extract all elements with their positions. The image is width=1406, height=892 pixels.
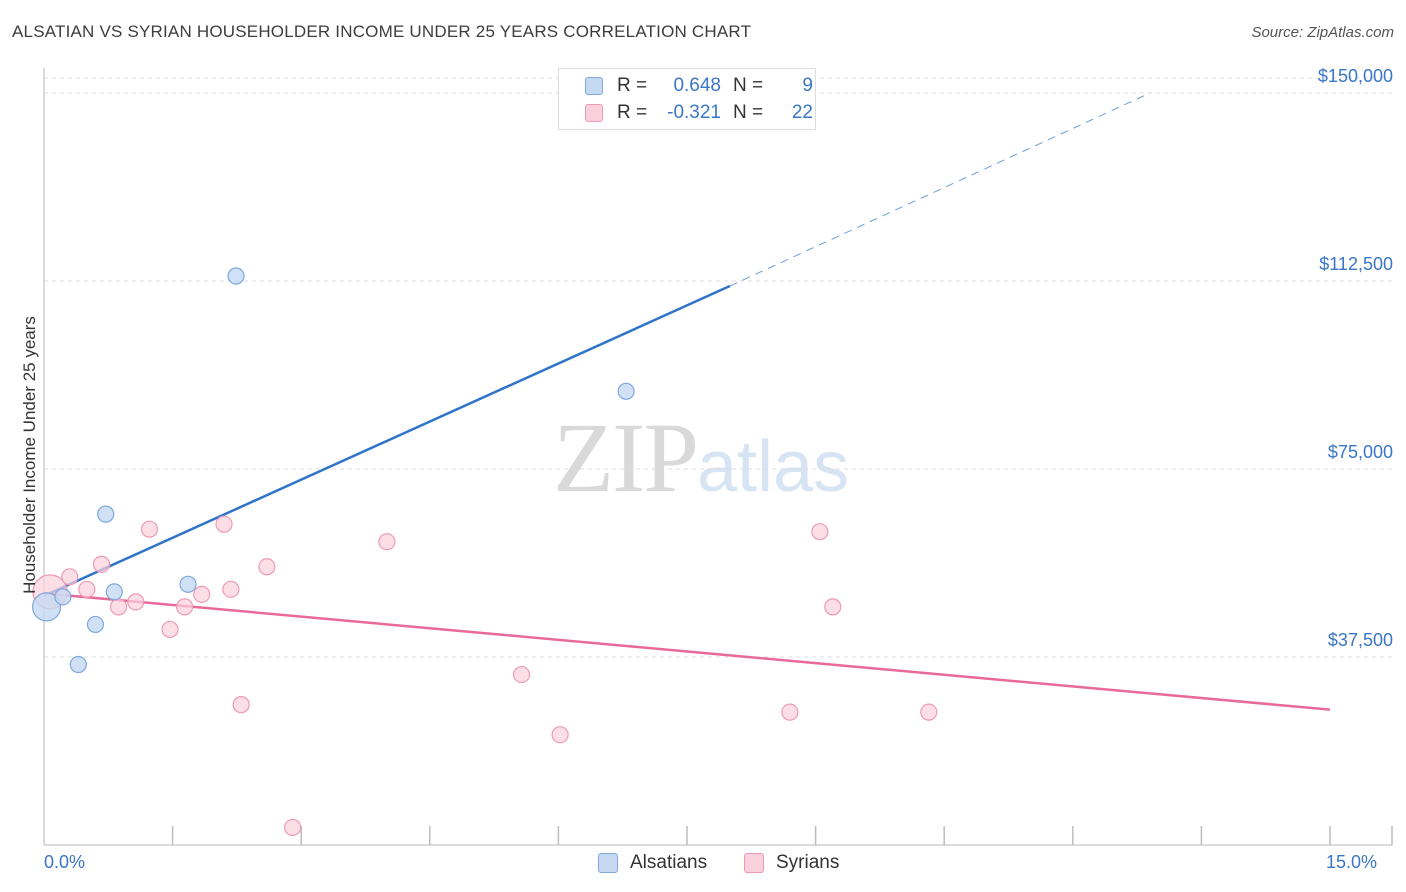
data-point-alsatians	[31, 592, 62, 622]
data-point-syrians	[109, 598, 128, 616]
axes	[43, 68, 1393, 846]
grid-lines	[44, 77, 1392, 658]
legend-n-value: 22	[791, 102, 813, 123]
x-tick-label-min: 0.0%	[44, 852, 86, 872]
correlation-legend: R = 0.648 N = 9 R = -0.321 N = 22	[558, 68, 816, 130]
legend-n-label: N =	[733, 75, 764, 96]
data-point-syrians	[61, 568, 79, 586]
y-tick-label: $112,500	[1319, 254, 1393, 275]
data-point-syrians	[161, 620, 179, 639]
data-point-alsatians	[105, 583, 123, 601]
data-point-syrians	[258, 558, 276, 576]
data-point-alsatians	[97, 505, 115, 523]
data-point-syrians	[215, 515, 233, 533]
series-label-syrians: Syrians	[776, 852, 840, 873]
data-point-alsatians	[86, 615, 105, 634]
trend-line-alsatians	[43, 284, 731, 597]
trend-line-alsatians-extension	[729, 92, 1151, 287]
data-point-syrians	[232, 696, 250, 714]
data-point-syrians	[140, 520, 159, 538]
series-legend-syrians[interactable]: Syrians	[744, 852, 839, 874]
y-tick-label: $150,000	[1317, 66, 1393, 87]
trend-lines	[43, 92, 1331, 711]
watermark-zip: ZIP	[553, 402, 699, 513]
data-point-alsatians	[617, 382, 635, 400]
legend-r-label: R =	[617, 102, 648, 123]
legend-swatch-syrians	[585, 104, 603, 122]
series-legend: Alsatians Syrians	[0, 852, 1406, 878]
data-point-syrians	[551, 726, 569, 744]
trend-line-syrians	[43, 592, 1331, 711]
data-point-alsatians	[69, 655, 87, 674]
data-point-syrians	[78, 580, 96, 598]
data-point-syrians	[176, 598, 194, 616]
data-point-syrians	[222, 580, 240, 598]
legend-n-label: N =	[733, 102, 764, 123]
data-point-syrians	[378, 533, 396, 551]
data-point-syrians	[92, 555, 111, 573]
series-legend-alsatians[interactable]: Alsatians	[598, 852, 707, 874]
series-swatch-alsatians	[598, 853, 618, 873]
data-point-alsatians	[54, 588, 72, 606]
legend-r-label: R =	[617, 75, 648, 96]
y-axis-title: Householder Income Under 25 years	[20, 316, 39, 594]
watermark-atlas: atlas	[697, 427, 850, 507]
x-tick-label-max: 15.0%	[1326, 852, 1378, 872]
source-label: Source: ZipAtlas.com	[1251, 24, 1394, 41]
watermark: ZIPatlas	[553, 400, 849, 515]
series-swatch-syrians	[744, 853, 764, 873]
y-tick-label: $75,000	[1327, 442, 1393, 463]
data-point-syrians	[920, 703, 938, 721]
data-point-alsatians	[179, 575, 197, 593]
data-point-syrians	[127, 593, 145, 611]
data-point-alsatians	[227, 267, 245, 285]
data-points	[31, 267, 938, 837]
legend-r-value: -0.321	[667, 102, 721, 123]
data-point-syrians	[193, 585, 211, 603]
chart-title: ALSATIAN VS SYRIAN HOUSEHOLDER INCOME UN…	[12, 22, 752, 41]
legend-n-value: 9	[802, 75, 813, 96]
data-point-syrians	[512, 665, 531, 684]
y-tick-label: $37,500	[1327, 630, 1393, 650]
series-label-alsatians: Alsatians	[630, 852, 708, 873]
legend-swatch-alsatians	[585, 77, 603, 95]
legend-r-value: 0.648	[673, 75, 721, 96]
data-point-syrians	[824, 598, 842, 616]
data-point-syrians	[811, 523, 829, 541]
data-point-syrians	[781, 703, 799, 721]
data-point-syrians	[284, 818, 302, 837]
